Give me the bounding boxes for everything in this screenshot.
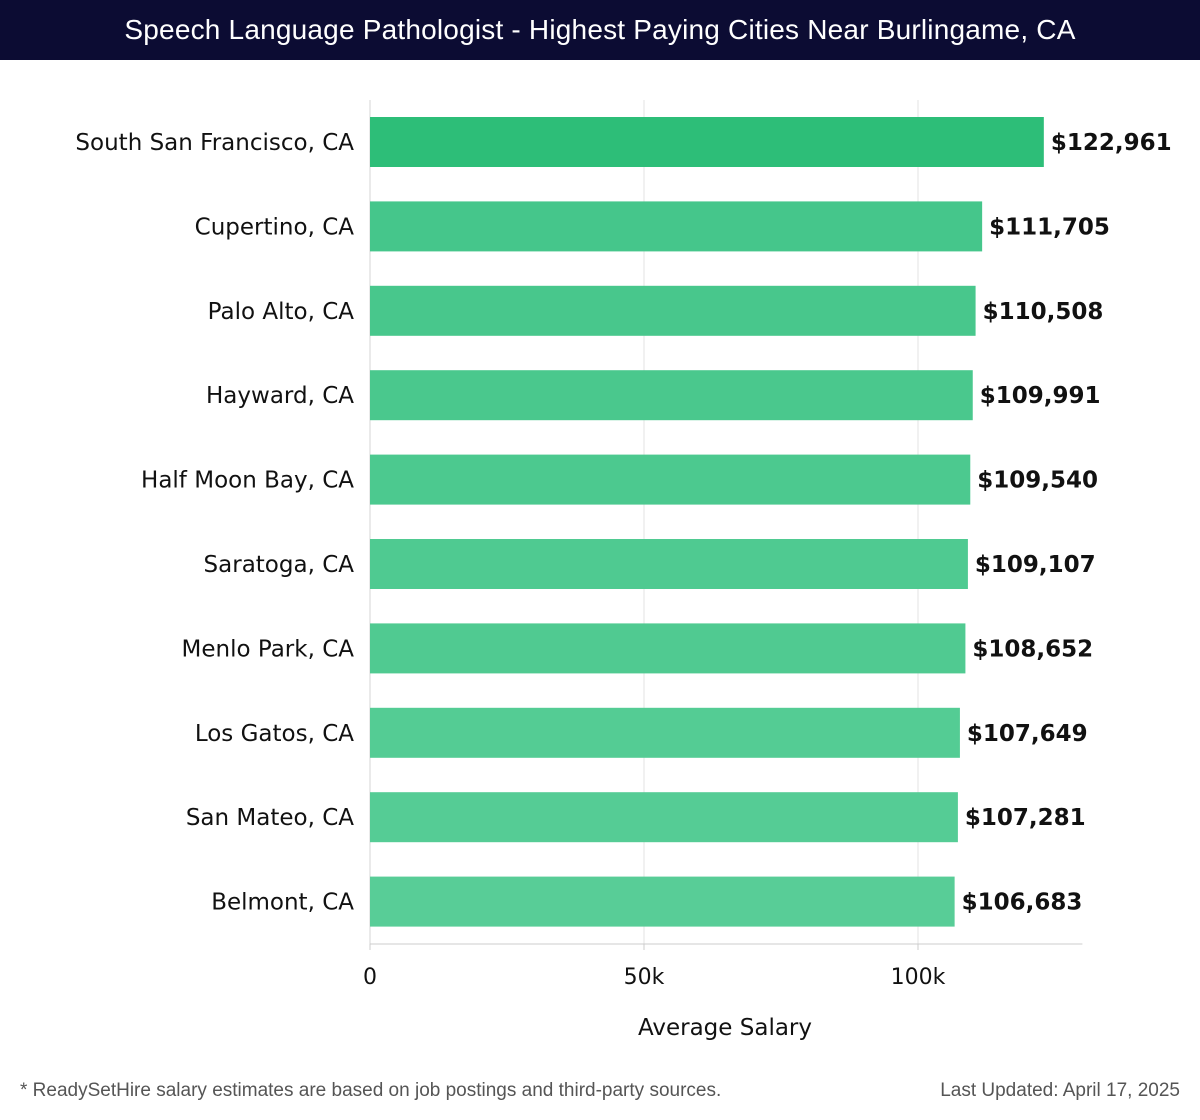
category-label: Hayward, CA <box>206 383 354 409</box>
bar <box>370 201 983 252</box>
bar <box>370 454 971 505</box>
bar-chart: 0 50k 100k South San Francisco, CA $122,961… <box>75 100 1172 1041</box>
value-label: $106,683 <box>962 890 1083 916</box>
chart-title: Speech Language Pathologist - Highest Pa… <box>0 0 1200 60</box>
category-label: Belmont, CA <box>211 890 354 916</box>
category-label: San Mateo, CA <box>186 805 354 831</box>
bar <box>370 707 960 758</box>
bar <box>370 539 968 589</box>
value-label: $108,652 <box>972 636 1093 662</box>
category-label: South San Francisco, CA <box>75 130 354 156</box>
x-axis: 0 50k 100k <box>363 943 1083 990</box>
value-label: $122,961 <box>1051 130 1172 156</box>
bar <box>370 876 955 927</box>
category-label: Los Gatos, CA <box>195 721 354 747</box>
tick-label: 0 <box>363 965 377 990</box>
value-label: $107,281 <box>965 805 1086 831</box>
bar <box>370 370 973 421</box>
category-label: Saratoga, CA <box>204 552 355 578</box>
footer-note: * ReadySetHire salary estimates are base… <box>20 1080 722 1101</box>
bar <box>370 623 966 674</box>
category-label: Palo Alto, CA <box>208 299 355 325</box>
category-label: Menlo Park, CA <box>182 636 355 662</box>
tick-label: 100k <box>891 965 946 990</box>
bar <box>370 117 1044 167</box>
bars <box>370 117 1044 927</box>
bar <box>370 792 958 843</box>
value-label: $111,705 <box>989 214 1110 240</box>
value-label: $109,107 <box>975 552 1096 578</box>
value-label: $107,649 <box>967 721 1088 747</box>
tick-label: 50k <box>624 965 665 990</box>
x-axis-title: Average Salary <box>638 1015 812 1041</box>
value-label: $109,991 <box>980 383 1101 409</box>
labels: South San Francisco, CA $122,961 Cupertino… <box>75 130 1171 916</box>
category-label: Cupertino, CA <box>195 214 355 240</box>
bar <box>370 285 976 336</box>
value-label: $110,508 <box>983 299 1104 325</box>
last-updated: Last Updated: April 17, 2025 <box>940 1080 1180 1101</box>
category-label: Half Moon Bay, CA <box>141 468 354 494</box>
value-label: $109,540 <box>977 468 1098 494</box>
